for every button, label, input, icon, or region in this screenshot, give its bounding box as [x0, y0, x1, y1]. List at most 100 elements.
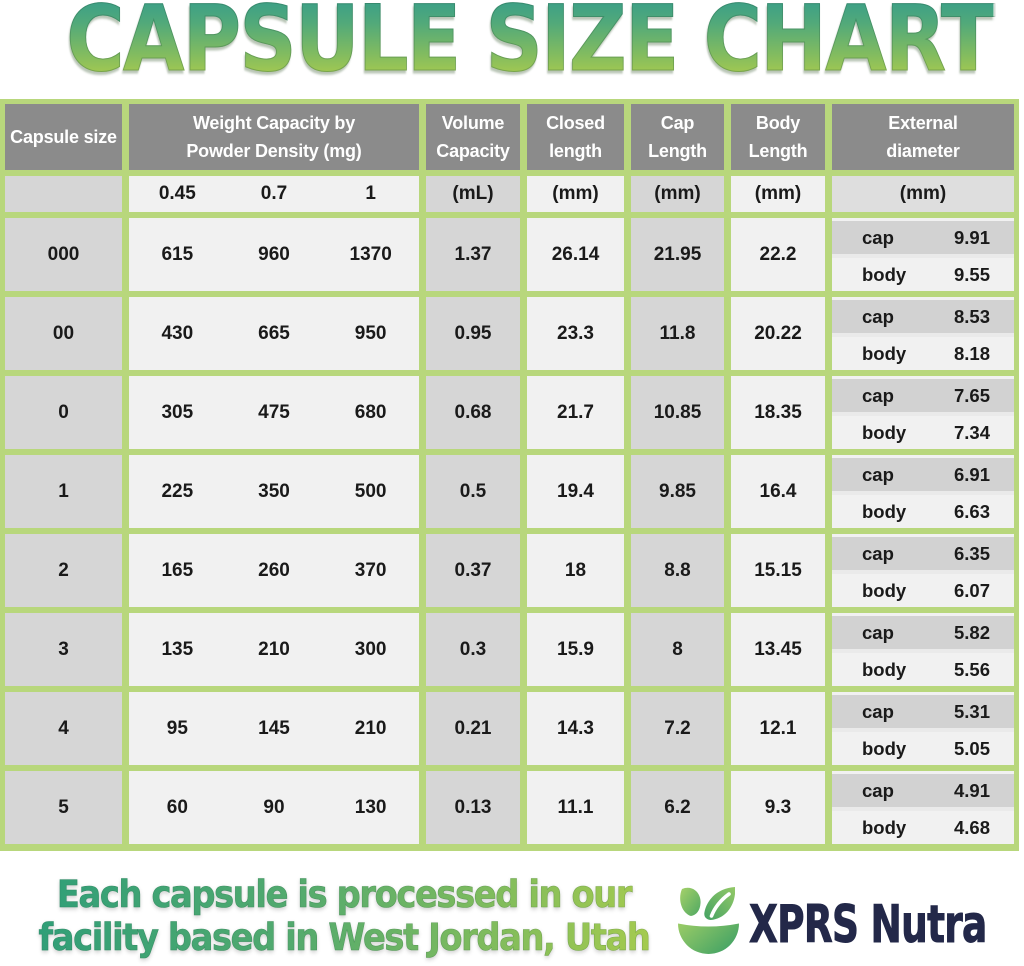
page-title: CAPSULE SIZE CHART — [66, 0, 996, 93]
col-header-capsule-size: Capsule size — [5, 104, 122, 170]
capsule-size-table: Capsule size Weight Capacity by Powder D… — [0, 99, 1019, 851]
ext-cap-label: cap — [862, 305, 894, 327]
density-045: 0.45 — [158, 183, 196, 204]
ext-cap-label: cap — [862, 700, 894, 722]
row-2-weight-2: 680 — [354, 401, 387, 423]
leaf-vein — [709, 892, 731, 918]
row-2-volume: 0.68 — [426, 376, 520, 449]
ext-divider — [832, 254, 1014, 258]
row-7-weight-2: 130 — [354, 796, 387, 818]
ext-body-label: body — [862, 342, 907, 364]
row-4-cap-length: 8.8 — [631, 534, 724, 607]
row-7-ext-body-row: body 4.68 — [832, 811, 1014, 844]
col-header-closed-length: Closed length — [527, 104, 624, 170]
header-label: length — [549, 141, 602, 161]
ext-body-label: body — [862, 737, 907, 759]
left-leaf — [680, 887, 701, 916]
row-5-closed: 15.9 — [527, 613, 624, 686]
units-closed-length: (mm) — [527, 176, 624, 212]
row-1-ext-cap-value: 8.53 — [953, 305, 990, 327]
row-6-capsule-size: 4 — [5, 692, 122, 765]
row-0-weight-1: 960 — [258, 243, 290, 265]
row-2-ext-body-value: 7.34 — [953, 421, 990, 443]
row-4-weight-2: 370 — [354, 559, 387, 581]
ext-divider — [832, 807, 1014, 811]
header-label: Body — [755, 113, 801, 133]
row-2-ext-body-row: body 7.34 — [832, 416, 1014, 449]
row-1-weights: 430 665 950 — [129, 297, 419, 370]
row-3-weight-1: 350 — [258, 480, 290, 502]
row-7-capsule-size: 5 — [5, 771, 122, 844]
row-1-cap-length: 11.8 — [631, 297, 724, 370]
row-0-closed: 26.14 — [527, 218, 624, 291]
header-label: Closed — [546, 113, 605, 133]
unit-label: (mm) — [899, 183, 947, 204]
col-header-volume-capacity: Volume Capacity — [426, 104, 520, 170]
row-1-closed: 23.3 — [527, 297, 624, 370]
row-1-body-length: 20.22 — [731, 297, 825, 370]
row-5-weights: 135 210 300 — [129, 613, 419, 686]
row-0-weight-2: 1370 — [349, 243, 392, 265]
footer-tagline-line1: Each capsule is processed in our — [56, 873, 633, 916]
row-0-ext-body-row: body 9.55 — [832, 258, 1014, 291]
header-label: Powder Density (mg) — [186, 141, 362, 161]
ext-cap-label: cap — [862, 621, 894, 643]
row-0-cap-length: 21.95 — [631, 218, 724, 291]
row-1-volume: 0.95 — [426, 297, 520, 370]
brand-logo: XPRS Nutra — [677, 886, 1024, 956]
row-1-weight-2: 950 — [354, 322, 387, 344]
ext-cap-label: cap — [862, 463, 894, 485]
ext-divider — [832, 491, 1014, 495]
row-1-ext-body-row: body 8.18 — [832, 337, 1014, 370]
row-1-ext-cap-row: cap 8.53 — [832, 300, 1014, 333]
footer-tagline-line2: facility based in West Jordan, Utah — [38, 915, 651, 959]
ext-cap-label: cap — [862, 226, 894, 248]
header-label: Length — [748, 141, 808, 161]
row-2-body-length: 18.35 — [731, 376, 825, 449]
unit-label: (mm) — [654, 183, 701, 204]
ext-divider — [832, 333, 1014, 337]
row-6-ext-cap-row: cap 5.31 — [832, 695, 1014, 728]
row-5-ext-body-value: 5.56 — [953, 658, 990, 680]
ext-divider — [832, 570, 1014, 574]
row-7-weight-0: 60 — [166, 796, 188, 818]
col-header-external-diameter: External diameter — [832, 104, 1014, 170]
units-body-length: (mm) — [731, 176, 825, 212]
row-3-body-length: 16.4 — [731, 455, 825, 528]
mortar-leaves-icon — [678, 887, 739, 954]
unit-label: (mm) — [754, 183, 802, 204]
header-label: Weight Capacity by — [192, 113, 356, 133]
ext-divider — [832, 412, 1014, 416]
row-1-weight-0: 430 — [161, 322, 194, 344]
row-3-weight-2: 500 — [354, 480, 387, 502]
row-0-capsule-size: 000 — [5, 218, 122, 291]
row-6-weights: 95 145 210 — [129, 692, 419, 765]
row-6-weight-1: 145 — [258, 717, 290, 739]
row-3-ext-cap-row: cap 6.91 — [832, 458, 1014, 491]
ext-divider — [832, 649, 1014, 653]
row-0-body-length: 22.2 — [731, 218, 825, 291]
units-volume: (mL) — [426, 176, 520, 212]
row-4-ext-body-row: body 6.07 — [832, 574, 1014, 607]
row-5-weight-0: 135 — [161, 638, 194, 660]
row-3-weights: 225 350 500 — [129, 455, 419, 528]
row-0-ext-cap-value: 9.91 — [953, 226, 990, 248]
row-0-external-diameter: cap 9.91 body 9.55 — [832, 218, 1014, 291]
unit-label: (mL) — [452, 183, 494, 204]
row-3-ext-body-value: 6.63 — [953, 500, 990, 522]
row-5-cap-length: 8 — [631, 613, 724, 686]
row-6-external-diameter: cap 5.31 body 5.05 — [832, 692, 1014, 765]
row-0-volume: 1.37 — [426, 218, 520, 291]
row-5-weight-2: 300 — [354, 638, 387, 660]
row-2-ext-cap-value: 7.65 — [953, 384, 990, 406]
row-7-external-diameter: cap 4.91 body 4.68 — [832, 771, 1014, 844]
ext-cap-label: cap — [862, 779, 894, 801]
row-3-closed: 19.4 — [527, 455, 624, 528]
row-3-ext-body-row: body 6.63 — [832, 495, 1014, 528]
row-0-weight-0: 615 — [161, 243, 194, 265]
row-1-weight-1: 665 — [258, 322, 290, 344]
row-3-ext-cap-value: 6.91 — [953, 463, 990, 485]
row-7-ext-cap-value: 4.91 — [953, 779, 990, 801]
ext-cap-label: cap — [862, 384, 894, 406]
ext-cap-label: cap — [862, 542, 894, 564]
